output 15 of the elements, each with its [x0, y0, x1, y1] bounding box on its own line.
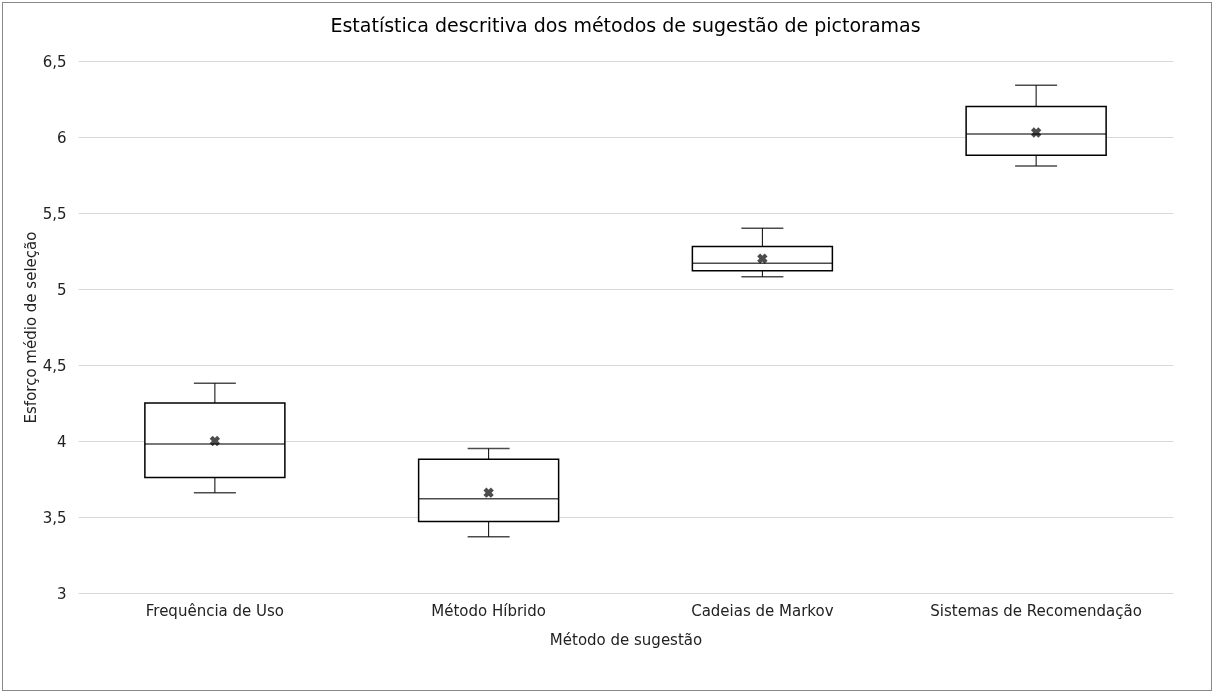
- x-axis-title: Método de sugestão: [549, 630, 703, 649]
- y-axis-title: Esforço médio de seleção: [21, 231, 40, 424]
- y-tick-label: 4,5: [42, 356, 67, 375]
- y-tick-label: 5: [56, 280, 67, 299]
- y-tick-label: 3,5: [42, 508, 67, 527]
- y-tick-label: 3: [56, 584, 67, 603]
- chart-title: Estatística descritiva dos métodos de sugestão de pictoramas: [330, 14, 921, 36]
- y-tick-label: 6,5: [42, 52, 67, 71]
- y-tick-label: 4: [56, 432, 67, 451]
- x-tick-label: Sistemas de Recomendação: [930, 601, 1142, 620]
- x-tick-label: Cadeias de Markov: [691, 601, 834, 620]
- x-tick-label: Método Híbrido: [431, 601, 546, 620]
- x-tick-label: Frequência de Uso: [145, 601, 284, 620]
- y-tick-label: 6: [56, 128, 67, 147]
- y-tick-label: 5,5: [42, 204, 67, 223]
